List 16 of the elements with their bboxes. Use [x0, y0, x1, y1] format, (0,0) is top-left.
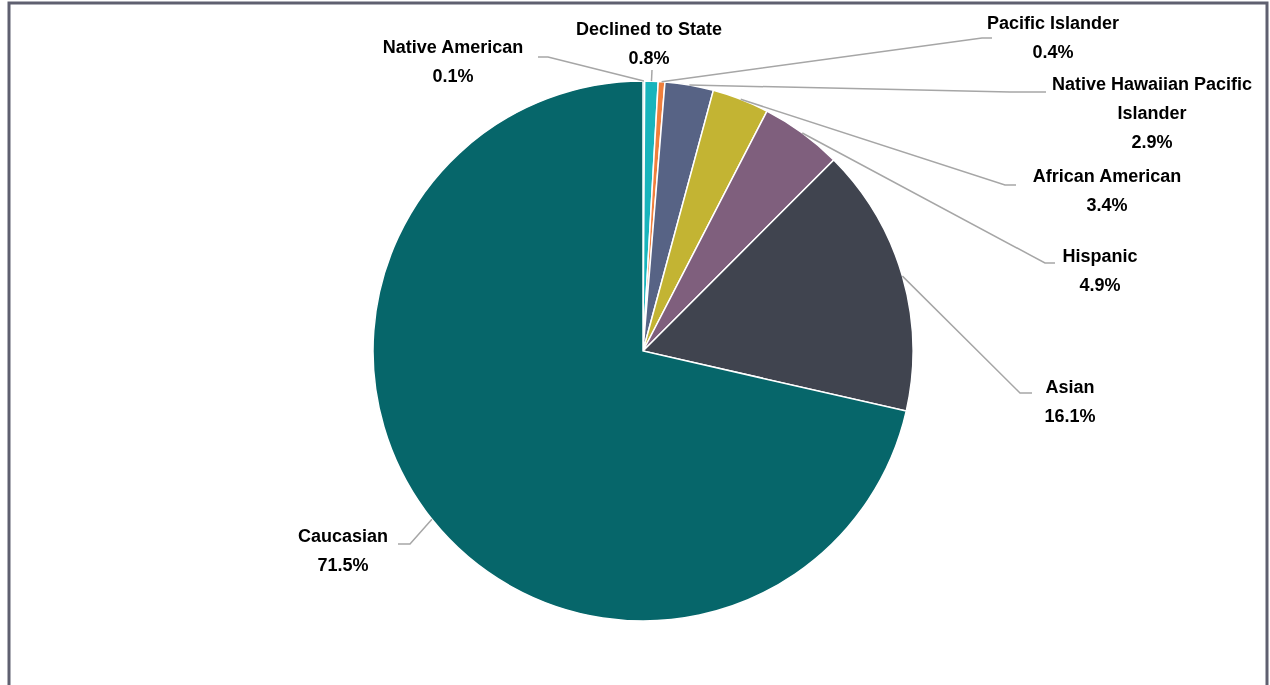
data-label: 3.4%: [1086, 194, 1128, 215]
slice-label: Hispanic: [1062, 245, 1138, 266]
data-label: 0.1%: [432, 65, 474, 86]
slice-label: Native Hawaiian Pacific Islander: [1051, 73, 1253, 123]
slice-label: Caucasian: [297, 525, 389, 546]
data-label: 16.1%: [1044, 405, 1096, 426]
slice-label: Pacific Islander: [986, 12, 1120, 33]
slice-label: Asian: [1045, 376, 1095, 397]
data-label: 0.8%: [628, 47, 670, 68]
data-label: 4.9%: [1079, 274, 1121, 295]
data-label: 71.5%: [317, 554, 369, 575]
slice-label: African American: [1032, 165, 1182, 186]
slice-label: Declined to State: [575, 18, 723, 39]
slice-label: Native American: [382, 36, 524, 57]
data-label: 2.9%: [1131, 131, 1173, 152]
data-label: 0.4%: [1032, 41, 1074, 62]
